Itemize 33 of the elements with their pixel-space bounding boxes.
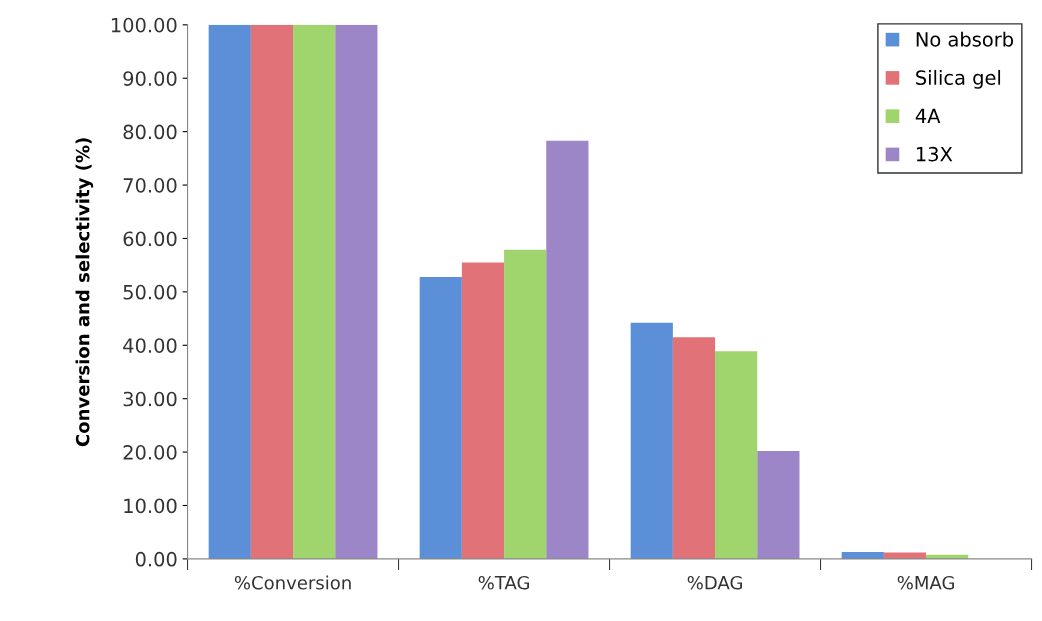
x-tick-label: %DAG (687, 575, 742, 590)
legend-label: Silica gel (916, 69, 1001, 89)
bar (883, 552, 927, 559)
y-tick-label: 60.00 (123, 231, 177, 247)
y-tick-label: 90.00 (123, 71, 177, 86)
bar (208, 24, 251, 559)
bar (250, 24, 294, 559)
bar (335, 24, 378, 559)
y-tick-label: 0.00 (135, 551, 177, 567)
bar (504, 249, 547, 559)
bar (715, 351, 758, 559)
x-tick-label: %MAG (897, 575, 954, 590)
y-tick-label: 30.00 (123, 391, 177, 407)
y-tick-label: 80.00 (123, 124, 177, 140)
legend-label: 4A (915, 108, 941, 123)
bar (461, 262, 505, 559)
y-tick-label: 40.00 (123, 338, 177, 353)
bar (546, 140, 589, 559)
y-tick-label: 70.00 (123, 178, 177, 193)
bar (672, 337, 716, 559)
x-tick-label: %TAG (478, 575, 529, 590)
x-tick-label: %Conversion (234, 575, 351, 590)
y-tick-label: 50.00 (123, 284, 177, 300)
y-tick-label: 10.00 (124, 498, 177, 514)
bar (293, 24, 336, 559)
legend-label: 13X (916, 146, 953, 162)
y-tick-label: 20.00 (123, 445, 177, 460)
bar (419, 276, 462, 559)
bar (757, 451, 800, 559)
bar (630, 322, 673, 559)
y-axis-title: Conversion and selectivity (%) (75, 138, 94, 447)
legend-label: No absorb (916, 31, 1014, 47)
y-tick-label: 100.00 (111, 17, 177, 33)
